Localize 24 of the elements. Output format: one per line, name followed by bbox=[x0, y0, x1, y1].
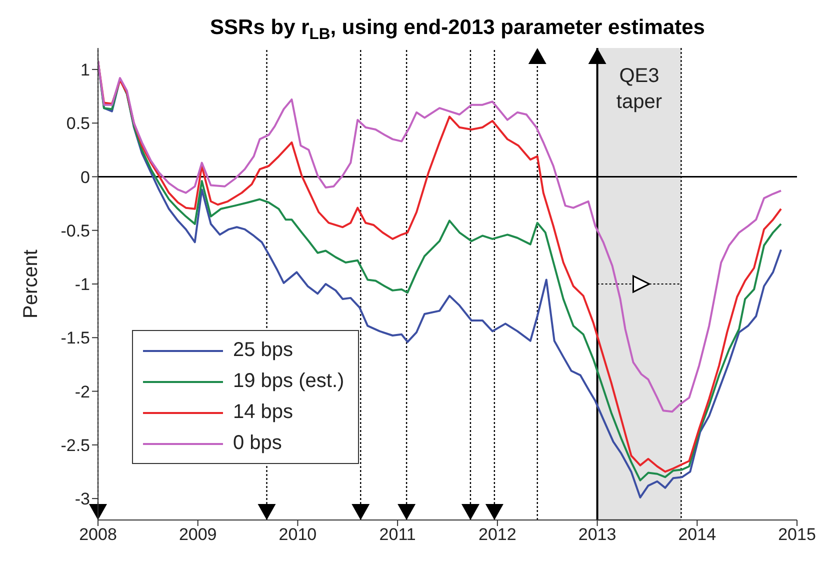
y-tick-label: -1 bbox=[74, 275, 90, 294]
x-tick-label: 2010 bbox=[278, 525, 317, 544]
y-tick-label: -1.5 bbox=[60, 328, 90, 348]
y-tick-label: -0.5 bbox=[60, 221, 90, 240]
legend-label: 0 bps bbox=[233, 431, 282, 456]
x-tick-label: 2014 bbox=[678, 525, 716, 544]
y-tick-label: -2.5 bbox=[60, 436, 90, 455]
x-tick-label: 2011 bbox=[379, 525, 416, 544]
y-tick-label: 1 bbox=[80, 60, 90, 80]
x-tick-label: 2008 bbox=[79, 525, 117, 544]
chart-title: SSRs by r$_{LB}$, using end-2013 parameter estimates bbox=[210, 16, 705, 43]
y-axis-title: Percent bbox=[20, 249, 42, 318]
legend-label: 19 bps (est.) bbox=[233, 369, 344, 394]
y-tick-label: -3 bbox=[74, 490, 90, 509]
y-tick-label: -2 bbox=[74, 382, 90, 402]
x-tick-label: 2009 bbox=[178, 525, 217, 544]
band-label: QE3 taper bbox=[616, 65, 662, 113]
x-tick-label: 2012 bbox=[478, 525, 516, 544]
y-tick-label: 0 bbox=[80, 168, 90, 187]
legend-label: 14 bps bbox=[233, 400, 294, 425]
y-tick-label: 0.5 bbox=[66, 114, 90, 134]
legend-label: 25 bps bbox=[233, 338, 294, 363]
x-tick-label: 2013 bbox=[578, 525, 616, 544]
x-tick-label: 2015 bbox=[778, 525, 816, 544]
